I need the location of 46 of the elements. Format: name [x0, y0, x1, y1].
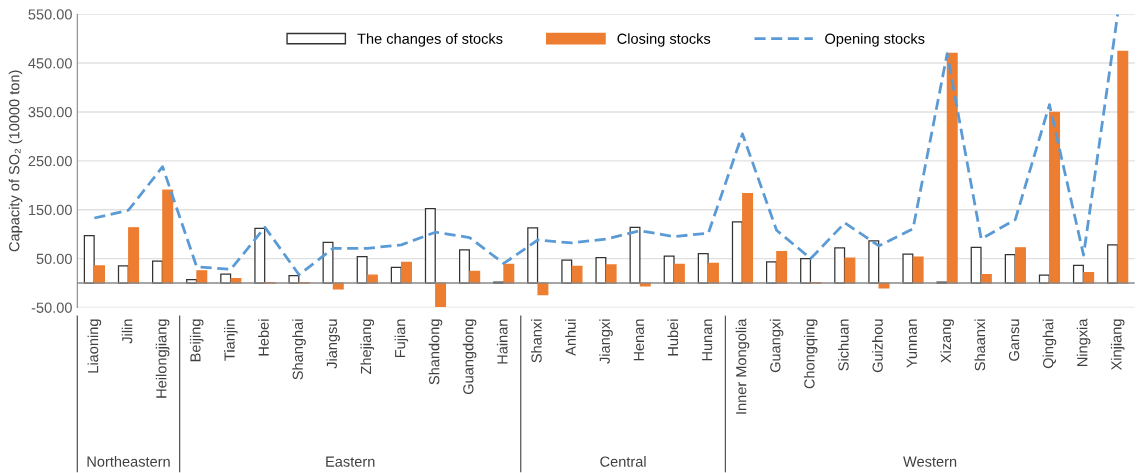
x-tick-label: Hubei [667, 319, 679, 356]
x-tick-label: Chongqing [803, 319, 818, 389]
x-tick-label: Liaoning [87, 319, 102, 373]
x-tick-label: Shanghai [292, 319, 306, 380]
x-tick-label: Xizang [940, 319, 954, 363]
x-tick-label: Jiangsu [326, 319, 340, 369]
x-tick-label: Shaanxi [974, 319, 986, 371]
y-tick-label: 350.00 [28, 107, 72, 118]
x-tick-label: Ningxia [1076, 318, 1091, 366]
y-axis-title: Capacity of SO₂ (10000 ton) [8, 70, 23, 252]
x-tick-label: Shanxi [531, 319, 542, 363]
x-tick-label: Henan [633, 319, 645, 361]
x-tick-label: Beijing [189, 319, 204, 362]
x-tick-label: Anhui [565, 319, 576, 356]
x-tick-label: Qinghai [1042, 319, 1057, 369]
y-tick-label: 450.00 [28, 58, 72, 69]
x-tick-label: Hebei [258, 319, 269, 356]
y-tick-label: 150.00 [28, 204, 72, 216]
legend-label: The changes of stocks [357, 33, 503, 47]
x-tick-label: Zhejiang [360, 319, 375, 375]
x-tick-label: Jiangxi [599, 319, 613, 364]
x-tick-label: Yunnan [906, 319, 917, 368]
x-tick-label: Hunan [702, 319, 713, 361]
text: Central [600, 456, 646, 467]
x-tick-label: Guangdong [462, 319, 477, 395]
x-tick-label: Tianjin [224, 319, 238, 361]
text: Eastern [326, 456, 375, 467]
text: Western [903, 456, 957, 467]
x-tick-label: Guangxi [769, 319, 784, 373]
x-tick-label: Gansu [1008, 319, 1020, 361]
x-tick-label: Shandong [428, 319, 443, 385]
legend-label: Opening stocks [825, 33, 925, 47]
y-tick-label: 50.00 [36, 253, 72, 264]
x-tick-label: Heilongjiang [155, 319, 170, 398]
y-tick-label: -50.00 [31, 302, 72, 313]
x-tick-label: Sichuan [837, 319, 849, 371]
x-tick-label: Xinjiang [1110, 319, 1125, 371]
x-tick-label: Guizhou [872, 319, 883, 373]
x-tick-label: Hainan [496, 319, 508, 364]
legend-label: Closing stocks [617, 33, 711, 47]
y-tick-label: 550.00 [28, 9, 72, 20]
x-tick-label: Inner Mongolia [735, 318, 750, 414]
x-tick-label: Fujian [394, 319, 409, 358]
y-tick-label: 250.00 [28, 155, 72, 167]
x-tick-label: Jilin [121, 319, 133, 344]
text: Northeastern [87, 456, 170, 467]
